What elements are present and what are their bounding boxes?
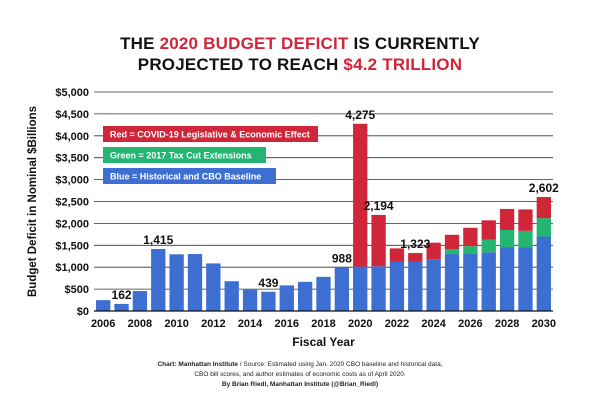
x-tick-label-2018: 2018 bbox=[311, 318, 335, 330]
bar-historical-2009 bbox=[151, 249, 166, 311]
y-tick-label-1000: $1,000 bbox=[55, 262, 89, 274]
bar-historical-2010 bbox=[169, 254, 184, 311]
legend-label-0: Red = COVID-19 Legislative & Economic Ef… bbox=[110, 130, 310, 140]
y-tick-label-0: $0 bbox=[77, 306, 89, 318]
legend-label-2: Blue = Historical and CBO Baseline bbox=[110, 172, 261, 182]
chart-title-line2: PROJECTED TO REACH $4.2 TRILLION bbox=[137, 55, 463, 74]
x-tick-label-2020: 2020 bbox=[348, 318, 372, 330]
y-axis-title: Budget Deficit in Nominal $Billions bbox=[27, 106, 39, 297]
x-tick-label-2014: 2014 bbox=[238, 318, 263, 330]
bar-covid-2025 bbox=[444, 234, 460, 250]
chart-title-line1: THE 2020 BUDGET DEFICIT IS CURRENTLY bbox=[120, 34, 480, 53]
bar-historical-2015 bbox=[261, 291, 276, 311]
bar-covid-2030 bbox=[536, 197, 551, 219]
bar-historical-2012 bbox=[206, 263, 221, 311]
bar-covid-2023 bbox=[408, 253, 423, 262]
bar-historical-2029 bbox=[518, 247, 533, 311]
bar-historical-2013 bbox=[224, 281, 239, 311]
y-tick-label-2000: $2,000 bbox=[55, 218, 89, 230]
bar-covid-2026 bbox=[463, 227, 478, 247]
y-tick-label-500: $500 bbox=[65, 284, 89, 296]
data-label-2023: 1,323 bbox=[400, 237, 430, 251]
bar-historical-2027 bbox=[481, 252, 496, 311]
x-tick-label-2022: 2022 bbox=[385, 318, 409, 330]
bar-historical-2018 bbox=[316, 276, 331, 311]
data-label-2019: 988 bbox=[332, 252, 352, 266]
x-tick-label-2016: 2016 bbox=[275, 318, 299, 330]
data-label-2021: 2,194 bbox=[364, 199, 394, 213]
bar-tax_cut-2025 bbox=[444, 249, 460, 255]
y-tick-label-4500: $4,500 bbox=[55, 109, 89, 121]
data-label-2007: 162 bbox=[112, 288, 132, 302]
bar-historical-2023 bbox=[408, 261, 423, 311]
bar-covid-2022 bbox=[389, 248, 405, 262]
x-tick-label-2012: 2012 bbox=[201, 318, 225, 330]
data-label-2020: 4,275 bbox=[345, 108, 375, 122]
source-line-2: CBO bill scores, and author estimates of… bbox=[194, 371, 406, 378]
x-tick-label-2030: 2030 bbox=[532, 318, 556, 330]
bar-historical-2030 bbox=[536, 236, 551, 311]
bar-covid-2024 bbox=[426, 242, 441, 260]
bar-tax_cut-2027 bbox=[481, 239, 496, 253]
title-highlight-amount: $4.2 TRILLION bbox=[343, 55, 463, 74]
bar-covid-2028 bbox=[499, 208, 515, 230]
x-tick-label-2006: 2006 bbox=[91, 318, 115, 330]
bar-historical-2011 bbox=[187, 254, 203, 311]
bar-historical-2007 bbox=[114, 303, 129, 311]
bar-tax_cut-2028 bbox=[499, 229, 515, 248]
bar-covid-2029 bbox=[518, 209, 533, 231]
bar-historical-2024 bbox=[426, 259, 441, 311]
legend-box-1 bbox=[103, 147, 266, 163]
bar-historical-2014 bbox=[242, 289, 258, 311]
bar-tax_cut-2030 bbox=[536, 218, 551, 237]
y-tick-label-4000: $4,000 bbox=[55, 131, 89, 143]
data-label-2030: 2,602 bbox=[529, 181, 559, 195]
bar-historical-2021 bbox=[371, 266, 386, 311]
data-label-2015: 439 bbox=[258, 276, 278, 290]
title-highlight-deficit: 2020 BUDGET DEFICIT bbox=[159, 34, 349, 53]
x-tick-label-2008: 2008 bbox=[128, 318, 152, 330]
bar-historical-2028 bbox=[499, 247, 515, 311]
x-tick-label-2026: 2026 bbox=[458, 318, 482, 330]
y-tick-label-3500: $3,500 bbox=[55, 153, 89, 165]
data-label-2009: 1,415 bbox=[143, 233, 173, 247]
y-tick-label-1500: $1,500 bbox=[55, 240, 89, 252]
bar-tax_cut-2029 bbox=[518, 230, 533, 248]
y-tick-label-5000: $5,000 bbox=[55, 87, 89, 99]
bar-historical-2019 bbox=[334, 267, 350, 311]
byline: By Brian Riedl, Manhattan Institute (@Br… bbox=[221, 381, 379, 388]
legend-box-0 bbox=[103, 126, 318, 142]
y-tick-label-3000: $3,000 bbox=[55, 175, 89, 187]
x-tick-label-2028: 2028 bbox=[495, 318, 519, 330]
bar-tax_cut-2026 bbox=[463, 246, 478, 254]
x-axis-title: Fiscal Year bbox=[292, 335, 355, 349]
bar-historical-2025 bbox=[444, 254, 460, 311]
bar-covid-2027 bbox=[481, 220, 496, 240]
bar-covid-2020 bbox=[353, 123, 368, 267]
legend-box-2 bbox=[103, 168, 276, 184]
bar-historical-2008 bbox=[132, 291, 148, 311]
bar-historical-2026 bbox=[463, 253, 478, 311]
y-tick-label-2500: $2,500 bbox=[55, 197, 89, 209]
bar-historical-2016 bbox=[279, 285, 294, 311]
bar-covid-2021 bbox=[371, 214, 386, 267]
source-line-1: Chart: Manhattan Institute / Source: Est… bbox=[157, 361, 443, 368]
bar-historical-2022 bbox=[389, 261, 405, 311]
legend-label-1: Green = 2017 Tax Cut Extensions bbox=[110, 151, 252, 161]
bar-historical-2017 bbox=[297, 281, 313, 311]
x-tick-label-2010: 2010 bbox=[164, 318, 188, 330]
bar-historical-2006 bbox=[96, 300, 111, 311]
bar-historical-2020 bbox=[353, 266, 368, 311]
x-tick-label-2024: 2024 bbox=[421, 318, 446, 330]
